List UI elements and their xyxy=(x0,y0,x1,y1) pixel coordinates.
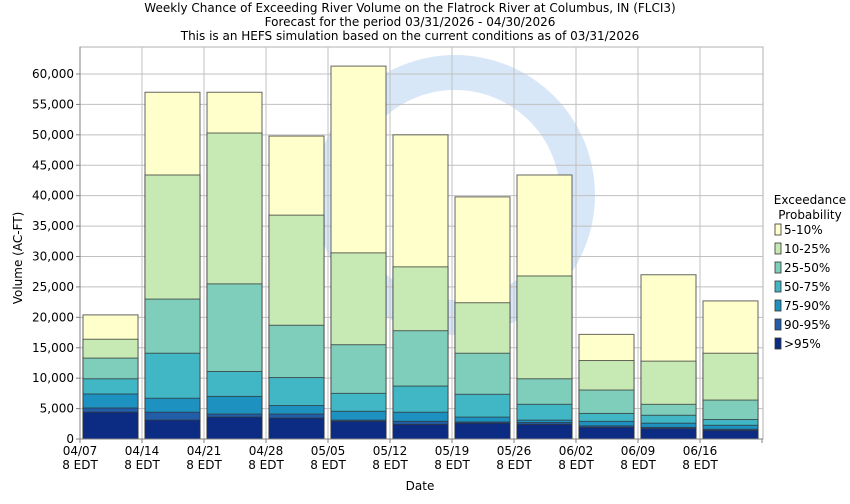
chart-title: Weekly Chance of Exceeding River Volume … xyxy=(144,1,675,43)
bar-segment->95% xyxy=(702,429,759,440)
bar-04/21 xyxy=(206,91,263,440)
x-tick-label: 06/09 xyxy=(621,444,656,458)
x-tick-label-time: 8 EDT xyxy=(682,458,718,472)
y-tick-label: 45,000 xyxy=(32,158,74,172)
legend-swatch xyxy=(774,261,782,274)
x-tick-label-time: 8 EDT xyxy=(186,458,222,472)
bar-05/19 xyxy=(454,196,511,440)
legend-title-2: Probability xyxy=(778,208,841,222)
bar-segment->95% xyxy=(392,423,449,440)
x-tick-label-time: 8 EDT xyxy=(248,458,284,472)
x-axis-label: Date xyxy=(406,479,435,493)
x-tick-label-time: 8 EDT xyxy=(372,458,408,472)
bar-05/05 xyxy=(330,65,387,440)
y-tick-label: 0 xyxy=(66,432,74,446)
x-tick-label-time: 8 EDT xyxy=(62,458,98,472)
bar-04/28 xyxy=(268,135,325,440)
title-line-2: Forecast for the period 03/31/2026 - 04/… xyxy=(265,15,556,29)
legend-label: 50-75% xyxy=(784,280,830,294)
y-tick-label: 25,000 xyxy=(32,280,74,294)
bar-04/14 xyxy=(144,91,201,440)
legend: Exceedance Probability 5-10% 10-25% 25-50%… xyxy=(774,193,846,351)
x-tick-label-time: 8 EDT xyxy=(310,458,346,472)
bar-segment->95% xyxy=(578,426,635,440)
bar-segment->95% xyxy=(640,428,697,440)
y-tick-label: 50,000 xyxy=(32,128,74,142)
bar-segment->95% xyxy=(454,422,511,440)
x-tick-label: 05/26 xyxy=(497,444,532,458)
y-tick-label: 10,000 xyxy=(32,371,74,385)
legend-swatch xyxy=(774,337,782,350)
legend-swatch xyxy=(774,242,782,255)
x-tick-label: 04/07 xyxy=(63,444,98,458)
legend-label: 5-10% xyxy=(784,223,823,237)
legend-swatch xyxy=(774,318,782,331)
y-axis-label: Volume (AC-FT) xyxy=(11,212,25,305)
y-tick-label: 30,000 xyxy=(32,250,74,264)
x-tick-label: 04/14 xyxy=(125,444,160,458)
x-tick-label: 04/21 xyxy=(187,444,222,458)
legend-label: 10-25% xyxy=(784,242,830,256)
bar-06/02 xyxy=(578,333,635,440)
bar-segment->95% xyxy=(82,411,139,440)
legend-swatch xyxy=(774,280,782,293)
title-line-3: This is an HEFS simulation based on the … xyxy=(180,29,640,43)
x-tick-label-time: 8 EDT xyxy=(124,458,160,472)
bar-segment->95% xyxy=(516,423,573,440)
bar-06/16 xyxy=(702,300,759,440)
bar-05/12 xyxy=(392,134,449,440)
x-tick-label: 05/05 xyxy=(311,444,346,458)
bars xyxy=(82,65,759,440)
bar-05/26 xyxy=(516,174,573,440)
legend-label: >95% xyxy=(784,337,821,351)
y-tick-label: 20,000 xyxy=(32,310,74,324)
bar-04/07 xyxy=(82,314,139,440)
bar-segment->95% xyxy=(268,417,325,440)
y-tick-label: 40,000 xyxy=(32,189,74,203)
legend-label: 90-95% xyxy=(784,318,830,332)
legend-title-1: Exceedance xyxy=(774,193,846,207)
x-tick-label-time: 8 EDT xyxy=(620,458,656,472)
bar-segment->95% xyxy=(206,416,263,440)
legend-label: 75-90% xyxy=(784,299,830,313)
x-tick-label-time: 8 EDT xyxy=(434,458,470,472)
title-line-1: Weekly Chance of Exceeding River Volume … xyxy=(144,1,675,15)
y-tick-label: 55,000 xyxy=(32,97,74,111)
legend-label: 25-50% xyxy=(784,261,830,275)
x-tick-label-time: 8 EDT xyxy=(496,458,532,472)
axes: 0 5,000 10,000 15,000 20,000 25,000 30,000 35,0… xyxy=(32,47,763,472)
bar-06/09 xyxy=(640,274,697,440)
x-tick-label: 06/02 xyxy=(559,444,594,458)
bar-segment->95% xyxy=(330,420,387,440)
y-tick-label: 35,000 xyxy=(32,219,74,233)
y-tick-label: 5,000 xyxy=(40,402,74,416)
bar-segment->95% xyxy=(144,419,201,440)
y-tick-label: 60,000 xyxy=(32,67,74,81)
x-tick-label: 05/12 xyxy=(373,444,408,458)
x-tick-label: 04/28 xyxy=(249,444,284,458)
y-tick-label: 15,000 xyxy=(32,341,74,355)
x-tick-label: 06/16 xyxy=(683,444,718,458)
x-tick-label: 05/19 xyxy=(435,444,470,458)
legend-swatch xyxy=(774,223,782,236)
legend-swatch xyxy=(774,299,782,312)
x-tick-label-time: 8 EDT xyxy=(558,458,594,472)
